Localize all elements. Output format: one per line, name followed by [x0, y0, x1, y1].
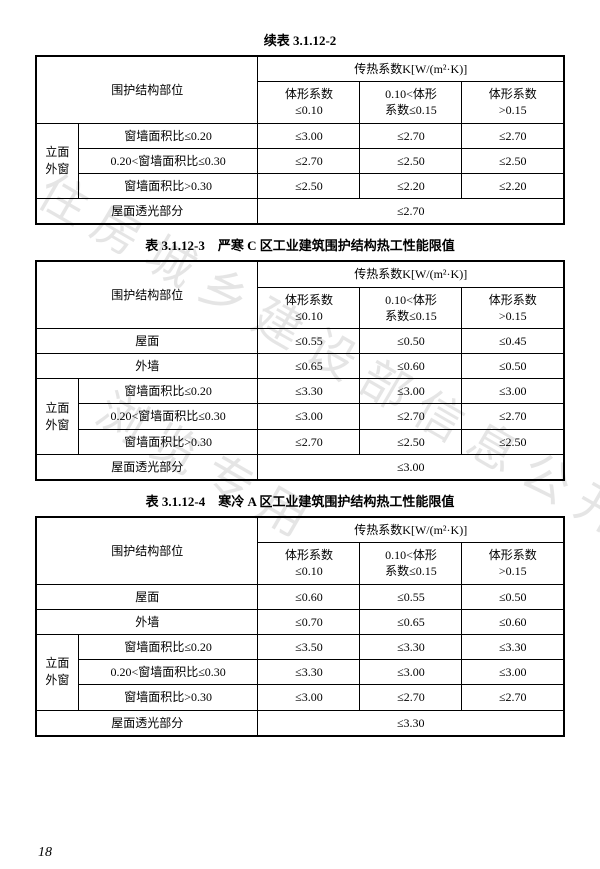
table2-header-main: 围护结构部位 — [36, 261, 258, 328]
table2-r2-label: 窗墙面积比>0.30 — [78, 429, 258, 454]
table3-caption: 表 3.1.12-4 寒冷 A 区工业建筑围护结构热工性能限值 — [35, 491, 565, 510]
table1-side-label: 立面外窗 — [36, 123, 78, 199]
table1-r0-label: 窗墙面积比≤0.20 — [78, 123, 258, 148]
table1-header-main: 围护结构部位 — [36, 56, 258, 123]
table1-footer-value: ≤2.70 — [258, 199, 564, 225]
table2-header-k: 传热系数K[W/(m²·K)] — [258, 261, 564, 287]
table2: 围护结构部位 传热系数K[W/(m²·K)] 体形系数≤0.10 0.10<体形… — [35, 260, 565, 481]
table3-r0-c0: ≤3.50 — [258, 634, 360, 659]
table2-r2-c0: ≤2.70 — [258, 429, 360, 454]
table1-r0-c2: ≤2.70 — [462, 123, 564, 148]
table3-r1-c1: ≤3.00 — [360, 660, 462, 685]
table2-col0: 体形系数≤0.10 — [258, 287, 360, 328]
table1-footer-label: 屋面透光部分 — [36, 199, 258, 225]
table3-header-k: 传热系数K[W/(m²·K)] — [258, 517, 564, 543]
table2-r0-label: 窗墙面积比≤0.20 — [78, 379, 258, 404]
table2-col2: 体形系数>0.15 — [462, 287, 564, 328]
table3-r0-c1: ≤3.30 — [360, 634, 462, 659]
table2-s0-c2: ≤0.45 — [462, 328, 564, 353]
table3-r1-c2: ≤3.00 — [462, 660, 564, 685]
table1-r2-c1: ≤2.20 — [360, 173, 462, 198]
table2-r1-c0: ≤3.00 — [258, 404, 360, 429]
table1-caption: 续表 3.1.12-2 — [35, 30, 565, 49]
table2-r1-c1: ≤2.70 — [360, 404, 462, 429]
table3-r1-c0: ≤3.30 — [258, 660, 360, 685]
table3-s0-c0: ≤0.60 — [258, 584, 360, 609]
table2-r2-c2: ≤2.50 — [462, 429, 564, 454]
table3-s1-c0: ≤0.70 — [258, 609, 360, 634]
table3-s1-c1: ≤0.65 — [360, 609, 462, 634]
table2-r0-c1: ≤3.00 — [360, 379, 462, 404]
table1-r1-label: 0.20<窗墙面积比≤0.30 — [78, 148, 258, 173]
table1-r2-c2: ≤2.20 — [462, 173, 564, 198]
table2-r1-label: 0.20<窗墙面积比≤0.30 — [78, 404, 258, 429]
table3: 围护结构部位 传热系数K[W/(m²·K)] 体形系数≤0.10 0.10<体形… — [35, 516, 565, 737]
table3-footer-label: 屋面透光部分 — [36, 710, 258, 736]
table2-s1-c0: ≤0.65 — [258, 354, 360, 379]
table2-caption: 表 3.1.12-3 严寒 C 区工业建筑围护结构热工性能限值 — [35, 235, 565, 254]
table1-r0-c0: ≤3.00 — [258, 123, 360, 148]
table2-r1-c2: ≤2.70 — [462, 404, 564, 429]
table3-s1-c2: ≤0.60 — [462, 609, 564, 634]
table2-side-label: 立面外窗 — [36, 379, 78, 455]
table2-r0-c2: ≤3.00 — [462, 379, 564, 404]
table1-r0-c1: ≤2.70 — [360, 123, 462, 148]
table3-col2: 体形系数>0.15 — [462, 543, 564, 584]
table2-s1-c1: ≤0.60 — [360, 354, 462, 379]
table1-r2-c0: ≤2.50 — [258, 173, 360, 198]
table1: 围护结构部位 传热系数K[W/(m²·K)] 体形系数≤0.10 0.10<体形… — [35, 55, 565, 225]
table3-footer-value: ≤3.30 — [258, 710, 564, 736]
table1-col2: 体形系数>0.15 — [462, 82, 564, 123]
table3-col0: 体形系数≤0.10 — [258, 543, 360, 584]
table3-col1: 0.10<体形系数≤0.15 — [360, 543, 462, 584]
table3-r2-c1: ≤2.70 — [360, 685, 462, 710]
table2-r2-c1: ≤2.50 — [360, 429, 462, 454]
table2-s1-label: 外墙 — [36, 354, 258, 379]
table3-s0-c1: ≤0.55 — [360, 584, 462, 609]
table1-header-k: 传热系数K[W/(m²·K)] — [258, 56, 564, 82]
table1-r1-c0: ≤2.70 — [258, 148, 360, 173]
table3-r2-c2: ≤2.70 — [462, 685, 564, 710]
table3-r0-c2: ≤3.30 — [462, 634, 564, 659]
page-number: 18 — [38, 845, 52, 861]
table1-col1: 0.10<体形系数≤0.15 — [360, 82, 462, 123]
table3-r0-label: 窗墙面积比≤0.20 — [78, 634, 258, 659]
table2-col1: 0.10<体形系数≤0.15 — [360, 287, 462, 328]
table2-s0-c1: ≤0.50 — [360, 328, 462, 353]
table3-r1-label: 0.20<窗墙面积比≤0.30 — [78, 660, 258, 685]
table2-s1-c2: ≤0.50 — [462, 354, 564, 379]
table2-footer-value: ≤3.00 — [258, 454, 564, 480]
table3-s0-label: 屋面 — [36, 584, 258, 609]
table3-side-label: 立面外窗 — [36, 634, 78, 710]
table3-r2-label: 窗墙面积比>0.30 — [78, 685, 258, 710]
table2-r0-c0: ≤3.30 — [258, 379, 360, 404]
table3-s1-label: 外墙 — [36, 609, 258, 634]
table3-header-main: 围护结构部位 — [36, 517, 258, 584]
table3-s0-c2: ≤0.50 — [462, 584, 564, 609]
table2-s0-c0: ≤0.55 — [258, 328, 360, 353]
table1-r1-c2: ≤2.50 — [462, 148, 564, 173]
table2-s0-label: 屋面 — [36, 328, 258, 353]
table1-r1-c1: ≤2.50 — [360, 148, 462, 173]
table1-r2-label: 窗墙面积比>0.30 — [78, 173, 258, 198]
table2-footer-label: 屋面透光部分 — [36, 454, 258, 480]
table3-r2-c0: ≤3.00 — [258, 685, 360, 710]
table1-col0: 体形系数≤0.10 — [258, 82, 360, 123]
